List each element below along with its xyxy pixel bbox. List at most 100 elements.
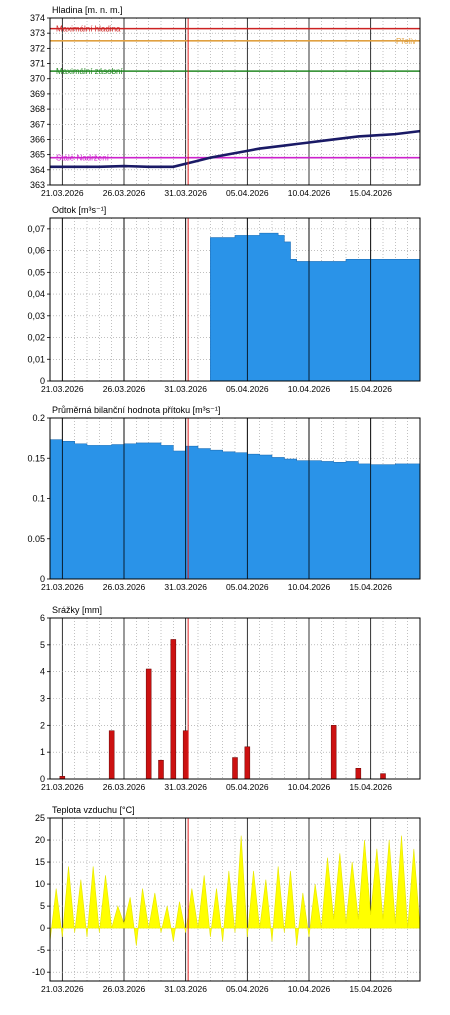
x-tick-label: 31.03.2026 bbox=[164, 782, 207, 792]
y-tick-label: 0,01 bbox=[27, 354, 45, 364]
reference-line-label: Maximální zásobní bbox=[56, 67, 123, 76]
x-tick-label: 26.03.2026 bbox=[103, 782, 146, 792]
x-tick-label: 31.03.2026 bbox=[164, 984, 207, 994]
y-tick-label: 2 bbox=[40, 720, 45, 730]
precipitation-bar bbox=[355, 768, 362, 780]
x-tick-label: 26.03.2026 bbox=[103, 984, 146, 994]
y-tick-label: 0.15 bbox=[27, 453, 45, 463]
series-line-hladina bbox=[50, 129, 421, 169]
precipitation-bar bbox=[232, 757, 238, 780]
precipitation-bar bbox=[145, 668, 152, 780]
chart-panel-4: Srážky [mm] 6 5 4 3 2 1 021.03.2026 26.03.2026 31… bbox=[40, 605, 421, 792]
chart-title: Srážky [mm] bbox=[52, 605, 102, 615]
y-tick-label: 1 bbox=[40, 747, 45, 757]
y-tick-label: 369 bbox=[30, 89, 45, 99]
y-tick-label: 367 bbox=[30, 119, 45, 129]
plot-frame bbox=[49, 817, 421, 982]
x-tick-label: 10.04.2026 bbox=[288, 782, 331, 792]
y-tick-label: 374 bbox=[30, 13, 45, 23]
y-tick-label: 0 bbox=[40, 376, 45, 386]
x-tick-label: 21.03.2026 bbox=[41, 384, 84, 394]
y-tick-label: 20 bbox=[35, 835, 45, 845]
reference-line-label: Maximální hladina bbox=[56, 25, 121, 34]
y-tick-label: 5 bbox=[40, 901, 45, 911]
x-tick-label: 10.04.2026 bbox=[288, 384, 331, 394]
y-tick-label: 371 bbox=[30, 59, 45, 69]
y-tick-label: 363 bbox=[30, 180, 45, 190]
chart-title: Teplota vzduchu [°C] bbox=[52, 805, 135, 815]
y-tick-label: 0,03 bbox=[27, 311, 45, 321]
chart-title: Průměrná bilanční hodnota přítoku [m³s⁻¹… bbox=[52, 405, 220, 415]
y-tick-label: 368 bbox=[30, 104, 45, 114]
chart-panel-3: Průměrná bilanční hodnota přítoku [m³s⁻¹… bbox=[27, 405, 421, 592]
x-tick-label: 31.03.2026 bbox=[164, 582, 207, 592]
y-tick-label: 364 bbox=[30, 165, 45, 175]
x-tick-label: 21.03.2026 bbox=[41, 782, 84, 792]
x-tick-label: 15.04.2026 bbox=[349, 984, 392, 994]
y-tick-label: -5 bbox=[37, 945, 45, 955]
x-tick-label: 05.04.2026 bbox=[226, 984, 269, 994]
y-tick-label: 0.1 bbox=[32, 494, 45, 504]
x-tick-label: 31.03.2026 bbox=[164, 188, 207, 198]
x-tick-label: 26.03.2026 bbox=[103, 582, 146, 592]
y-tick-label: 25 bbox=[35, 813, 45, 823]
x-tick-label: 15.04.2026 bbox=[349, 384, 392, 394]
y-tick-label: 6 bbox=[40, 613, 45, 623]
x-tick-label: 21.03.2026 bbox=[41, 582, 84, 592]
x-tick-label: 05.04.2026 bbox=[226, 782, 269, 792]
y-tick-label: 373 bbox=[30, 28, 45, 38]
y-tick-label: 370 bbox=[30, 74, 45, 84]
y-tick-label: 0,04 bbox=[27, 289, 45, 299]
x-tick-label: 10.04.2026 bbox=[288, 582, 331, 592]
temperature-area bbox=[49, 835, 421, 946]
x-tick-label: 31.03.2026 bbox=[164, 384, 207, 394]
x-tick-label: 10.04.2026 bbox=[288, 188, 331, 198]
precipitation-bar bbox=[244, 746, 251, 780]
x-tick-label: 15.04.2026 bbox=[349, 582, 392, 592]
y-tick-label: 0,07 bbox=[27, 224, 45, 234]
series-area bbox=[210, 232, 421, 382]
x-tick-label: 26.03.2026 bbox=[103, 384, 146, 394]
y-tick-label: 4 bbox=[40, 667, 45, 677]
precipitation-bar bbox=[108, 730, 115, 780]
x-tick-label: 15.04.2026 bbox=[349, 782, 392, 792]
precipitation-bar bbox=[330, 725, 337, 780]
y-tick-label: 0 bbox=[40, 774, 45, 784]
y-tick-label: 15 bbox=[35, 857, 45, 867]
y-tick-label: 0,06 bbox=[27, 246, 45, 256]
x-tick-label: 21.03.2026 bbox=[41, 984, 84, 994]
x-tick-label: 10.04.2026 bbox=[288, 984, 331, 994]
y-tick-label: 372 bbox=[30, 43, 45, 53]
y-tick-label: 0 bbox=[40, 574, 45, 584]
y-tick-label: 0,02 bbox=[27, 333, 45, 343]
plot-frame bbox=[49, 217, 421, 382]
x-tick-label: 05.04.2026 bbox=[226, 582, 269, 592]
y-tick-label: 0.2 bbox=[32, 413, 45, 423]
x-tick-label: 21.03.2026 bbox=[41, 188, 84, 198]
plot-frame bbox=[49, 17, 421, 186]
y-tick-label: -10 bbox=[32, 967, 45, 977]
x-tick-label: 05.04.2026 bbox=[226, 188, 269, 198]
chart-panel-1: Hladina [m. n. m.] Maximální hladina Přeli… bbox=[30, 5, 421, 198]
y-tick-label: 0.05 bbox=[27, 534, 45, 544]
y-tick-label: 366 bbox=[30, 134, 45, 144]
reference-line-label: Přeliv bbox=[396, 37, 416, 46]
chart-panel-5: Teplota vzduchu [°C] 25 20 15 10 5 0 -5 -10 21.03… bbox=[32, 805, 421, 994]
y-tick-label: 0,05 bbox=[27, 267, 45, 277]
x-tick-label: 26.03.2026 bbox=[103, 188, 146, 198]
precipitation-bar bbox=[170, 639, 177, 780]
chart-title: Hladina [m. n. m.] bbox=[52, 5, 123, 15]
y-tick-label: 10 bbox=[35, 879, 45, 889]
chart-title: Odtok [m³s⁻¹] bbox=[52, 205, 106, 215]
y-tick-label: 365 bbox=[30, 150, 45, 160]
precipitation-bar bbox=[380, 773, 386, 780]
x-tick-label: 15.04.2026 bbox=[349, 188, 392, 198]
y-tick-label: 3 bbox=[40, 694, 45, 704]
reference-line-label: Stálé Nadržení bbox=[56, 154, 110, 163]
precipitation-bar bbox=[158, 759, 164, 780]
series-area bbox=[49, 439, 421, 580]
chart-panel-2: Odtok [m³s⁻¹] 0,07 0,06 0,05 0,04 0,03 0,02 0,0… bbox=[27, 205, 421, 394]
y-tick-label: 0 bbox=[40, 923, 45, 933]
